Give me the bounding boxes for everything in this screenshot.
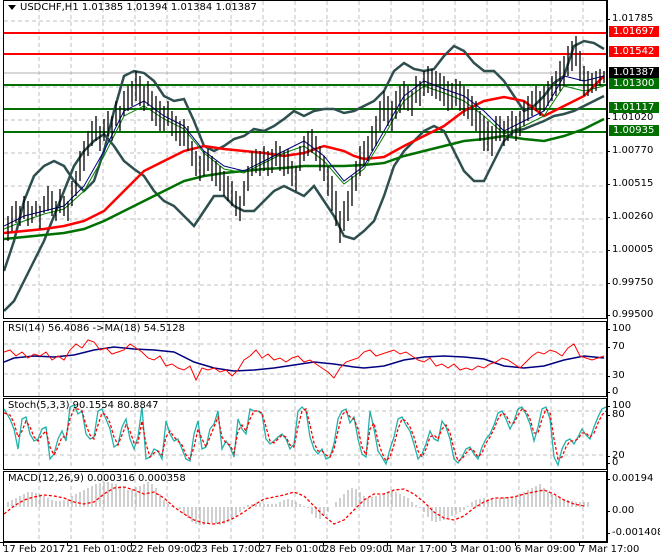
- stochastic-canvas: [4, 399, 606, 469]
- time-label: 21 Feb 01:00: [67, 544, 133, 555]
- time-label: 27 Feb 01:00: [259, 544, 325, 555]
- stoch-tick: 20: [607, 450, 625, 461]
- price-tick: 0.99750: [606, 277, 654, 288]
- price-tick: 1.01785: [606, 13, 654, 24]
- dropdown-triangle-icon[interactable]: [8, 4, 16, 10]
- stoch-k-line: [4, 404, 606, 467]
- rsi-tick: 0: [606, 386, 619, 397]
- macd-title: MACD(12,26,9) 0.000316 0.000358: [8, 473, 186, 484]
- price-chart-pane[interactable]: USDCHF,H1 1.01385 1.01394 1.01384 1.0138…: [3, 0, 607, 319]
- macd-canvas: [4, 472, 589, 541]
- price-tick: 1.00770: [606, 145, 654, 156]
- macd-histogram: [7, 482, 589, 525]
- time-axis[interactable]: 17 Feb 2017 21 Feb 01:00 22 Feb 09:00 23…: [0, 542, 660, 560]
- macd-tick: 0.00: [606, 505, 635, 516]
- price-axis-border: [607, 0, 608, 542]
- macd-signal-line: [4, 486, 585, 525]
- stochastic-pane[interactable]: Stoch(5,3,3) 90.1554 80.8847: [3, 398, 607, 470]
- price-chart-canvas: [4, 1, 606, 318]
- rsi-ma-line: [4, 346, 605, 372]
- macd-tick: 0.00194: [606, 473, 654, 484]
- time-label: 6 Mar 09:00: [515, 544, 576, 555]
- rsi-title: RSI(14) 56.4086 ->MA(18) 54.5128: [8, 323, 185, 334]
- time-label: 17 Feb 2017: [3, 544, 66, 555]
- bollinger-bands: [4, 39, 605, 312]
- stochastic-title: Stoch(5,3,3) 90.1554 80.8847: [8, 400, 159, 411]
- rsi-tick: 30: [607, 370, 625, 381]
- price-axis[interactable]: 1.01785 1.01020 1.00770 1.00515 1.00260 …: [606, 0, 660, 320]
- level-tag-support-1: 1.01300: [609, 78, 659, 89]
- stoch-tick: 80: [607, 409, 625, 420]
- stoch-d-line: [4, 407, 606, 463]
- price-chart-title: USDCHF,H1 1.01385 1.01394 1.01384 1.0138…: [8, 2, 257, 13]
- price-tick: 1.00260: [606, 211, 654, 222]
- level-tag-resistance-1: 1.01542: [609, 46, 659, 57]
- stoch-tick: 0: [606, 457, 619, 468]
- stoch-tick: 100: [606, 400, 632, 411]
- symbol-ohlc-label: USDCHF,H1 1.01385 1.01394 1.01384 1.0138…: [20, 2, 257, 13]
- rsi-line: [4, 339, 605, 382]
- time-label: 28 Feb 09:00: [323, 544, 389, 555]
- macd-pane[interactable]: MACD(12,26,9) 0.000316 0.000358: [3, 471, 607, 542]
- price-tick: 1.00515: [606, 178, 654, 189]
- price-bars: [7, 36, 605, 243]
- price-tick: 1.00005: [606, 244, 654, 255]
- rsi-tick: 100: [606, 323, 632, 334]
- time-label: 7 Mar 17:00: [579, 544, 640, 555]
- level-tag-resistance-2: 1.01697: [609, 26, 659, 37]
- rsi-axis: 100 70 30 0 100 80 20 0 0.00194 0.00 -0.…: [606, 0, 660, 560]
- grid: [4, 1, 606, 318]
- rsi-canvas: [4, 322, 606, 396]
- level-tag-support-2: 1.01117: [609, 102, 659, 113]
- time-label: 22 Feb 09:00: [131, 544, 197, 555]
- time-label: 23 Feb 17:00: [195, 544, 261, 555]
- level-tag-support-3: 1.00935: [609, 125, 659, 136]
- rsi-tick: 70: [607, 341, 625, 352]
- macd-tick: -0.001408: [606, 527, 660, 538]
- time-label: 1 Mar 17:00: [387, 544, 448, 555]
- price-tick: 1.01020: [606, 112, 654, 123]
- price-tick: 0.99500: [606, 309, 654, 320]
- rsi-pane[interactable]: RSI(14) 56.4086 ->MA(18) 54.5128: [3, 321, 607, 397]
- current-price-tag: 1.01387: [609, 67, 659, 78]
- time-label: 3 Mar 01:00: [451, 544, 512, 555]
